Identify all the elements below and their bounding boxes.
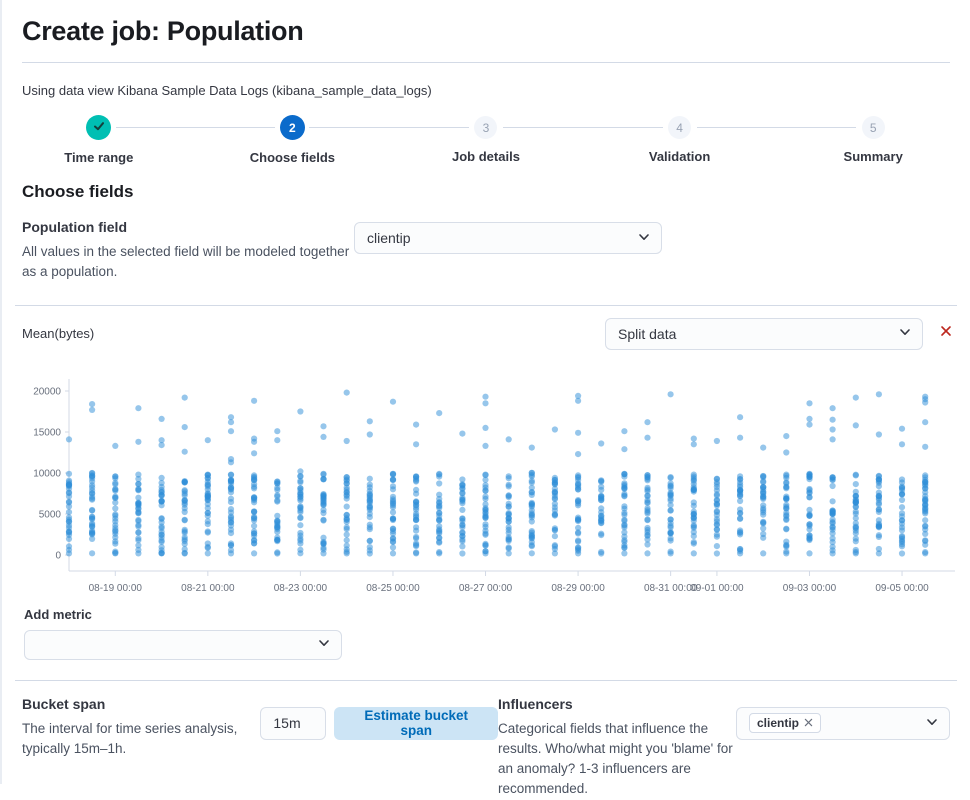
step-time-range[interactable]: Time range xyxy=(2,115,196,165)
svg-text:15000: 15000 xyxy=(33,427,61,438)
step-label: Time range xyxy=(64,150,134,165)
influencers-label: Influencers xyxy=(498,695,573,712)
step-label: Choose fields xyxy=(249,150,336,165)
step-circle[interactable]: 3 xyxy=(474,116,498,139)
remove-metric-icon[interactable] xyxy=(939,324,953,343)
influencer-tag-label: clientip xyxy=(757,716,800,730)
step-complete-circle[interactable] xyxy=(86,115,112,140)
step-label: Job details xyxy=(452,149,520,164)
title-divider xyxy=(22,62,950,63)
add-metric-select[interactable] xyxy=(24,629,342,660)
data-view-subtitle: Using data view Kibana Sample Data Logs … xyxy=(22,83,432,98)
svg-text:09-01 00:00: 09-01 00:00 xyxy=(690,583,744,594)
remove-tag-icon[interactable] xyxy=(804,716,813,730)
step-job-details[interactable]: 3 Job details xyxy=(389,115,583,165)
metric-label: Mean(bytes) xyxy=(22,326,95,341)
step-validation[interactable]: 4 Validation xyxy=(582,115,777,165)
page-title: Create job: Population xyxy=(22,16,304,46)
bucket-span-section: Bucket span The interval for time series… xyxy=(22,696,498,800)
chevron-down-icon xyxy=(898,325,912,342)
metric-card-header: Mean(bytes) Split data xyxy=(22,317,953,350)
svg-text:08-29 00:00: 08-29 00:00 xyxy=(551,583,605,594)
wizard-stepper: Time range 2 Choose fields 3 Job details… xyxy=(2,115,970,165)
step-circle[interactable]: 5 xyxy=(861,116,885,139)
choose-fields-heading: Choose fields xyxy=(22,182,134,201)
step-active-circle[interactable]: 2 xyxy=(279,115,305,140)
population-field-row: Population field All values in the selec… xyxy=(2,202,970,283)
chevron-down-icon xyxy=(317,636,331,653)
step-label: Summary xyxy=(843,149,903,164)
population-field-value: clientip xyxy=(367,230,411,246)
bucket-span-label: Bucket span xyxy=(22,695,106,712)
step-circle[interactable]: 4 xyxy=(668,116,692,139)
svg-text:20000: 20000 xyxy=(33,386,61,397)
scatter-plot-svg: 0 5000 10000 15000 20000 08-19 00:00 08-21 00:… xyxy=(33,378,955,594)
population-field-select[interactable]: clientip xyxy=(354,222,662,254)
svg-text:10000: 10000 xyxy=(33,468,61,479)
step-summary[interactable]: 5 Summary xyxy=(776,115,970,165)
split-data-select[interactable]: Split data xyxy=(605,317,923,350)
step-connector xyxy=(309,127,390,128)
step-connector xyxy=(776,127,857,128)
influencers-description: Categorical fields that influence the re… xyxy=(498,720,733,797)
step-connector xyxy=(195,127,276,128)
check-icon xyxy=(91,118,107,137)
influencer-tag-clientip[interactable]: clientip xyxy=(749,713,822,733)
svg-text:09-05 00:00: 09-05 00:00 xyxy=(875,583,929,594)
population-scatter-chart[interactable]: 0 5000 10000 15000 20000 08-19 00:00 08-21 00:… xyxy=(22,375,957,603)
svg-text:08-21 00:00: 08-21 00:00 xyxy=(181,583,235,594)
section-divider xyxy=(15,679,957,681)
step-connector xyxy=(115,127,196,128)
svg-text:08-27 00:00: 08-27 00:00 xyxy=(459,583,513,594)
svg-text:08-23 00:00: 08-23 00:00 xyxy=(274,583,328,594)
step-connector xyxy=(502,127,583,128)
svg-text:5000: 5000 xyxy=(39,509,62,520)
step-connector xyxy=(696,127,777,128)
step-label: Validation xyxy=(648,149,711,164)
bucket-span-description: The interval for time series analysis, t… xyxy=(22,720,238,756)
svg-text:0: 0 xyxy=(55,550,61,561)
add-metric-label: Add metric xyxy=(24,606,92,622)
svg-text:08-19 00:00: 08-19 00:00 xyxy=(89,583,143,594)
population-field-description: All values in the selected field will be… xyxy=(22,244,350,280)
estimate-bucket-span-button[interactable]: Estimate bucket span xyxy=(334,706,498,740)
population-field-label: Population field xyxy=(22,219,127,235)
influencers-combobox[interactable]: clientip xyxy=(736,706,950,740)
section-divider xyxy=(15,304,957,306)
svg-text:09-03 00:00: 09-03 00:00 xyxy=(783,583,837,594)
split-data-value: Split data xyxy=(618,325,677,342)
step-connector xyxy=(389,127,469,128)
step-connector xyxy=(582,127,663,128)
bottom-settings-row: Bucket span The interval for time series… xyxy=(2,681,970,800)
chevron-down-icon xyxy=(925,715,939,732)
svg-text:08-25 00:00: 08-25 00:00 xyxy=(366,583,420,594)
bucket-span-input[interactable] xyxy=(260,706,327,740)
step-choose-fields[interactable]: 2 Choose fields xyxy=(195,115,390,165)
chevron-down-icon xyxy=(637,230,651,247)
svg-text:08-31 00:00: 08-31 00:00 xyxy=(644,583,698,594)
